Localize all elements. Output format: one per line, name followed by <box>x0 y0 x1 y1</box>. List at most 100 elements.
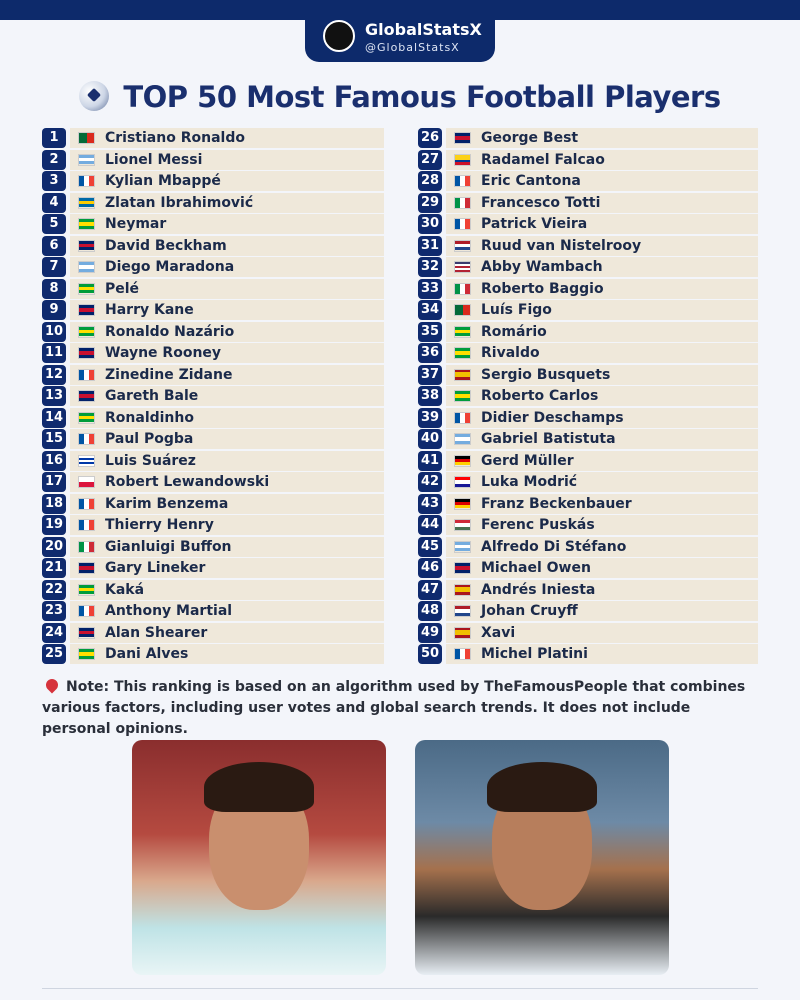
flag <box>454 325 471 338</box>
flag <box>78 519 95 531</box>
flag-stripe <box>455 133 470 137</box>
player-name: Franz Beckenbauer <box>481 495 632 512</box>
hair <box>204 762 314 812</box>
player-name: Luka Modrić <box>481 474 578 490</box>
player-name: Radamel Falcao <box>481 151 605 168</box>
player-name: Harry Kane <box>105 302 194 318</box>
player-row: 12 Zinedine Zidane <box>42 364 384 385</box>
player-row: 42 Luka Modrić <box>418 472 758 492</box>
flag-stripe <box>455 544 470 549</box>
player-name: Michael Owen <box>481 560 591 576</box>
flag-stripe <box>465 283 470 294</box>
flag-stripe <box>79 240 94 244</box>
flag-stripe <box>460 197 465 208</box>
rank: 1 <box>42 128 66 148</box>
flag-stripe <box>79 652 94 656</box>
player-row: 19 Thierry Henry <box>42 515 384 535</box>
flag-stripe <box>79 627 94 631</box>
flag-stripe <box>455 480 470 484</box>
flag-stripe <box>455 609 470 613</box>
flag-stripe <box>465 176 470 186</box>
player-name: Paul Pogba <box>105 431 194 447</box>
player-name: Gerd Müller <box>481 452 574 469</box>
flag <box>78 540 95 553</box>
player-row: 27 Radamel Falcao <box>418 149 758 170</box>
row-background <box>446 364 758 385</box>
row-background <box>446 579 758 600</box>
rank: 41 <box>418 450 442 471</box>
flag-stripe <box>455 566 470 570</box>
flag-stripe <box>455 606 470 610</box>
player-row: 30 Patrick Vieira <box>418 214 758 234</box>
flag-stripe <box>79 351 94 355</box>
flag-stripe <box>455 477 470 481</box>
player-name: Patrick Vieira <box>481 216 588 232</box>
ball-icon <box>79 81 110 111</box>
player-row: 39 Didier Deschamps <box>418 407 758 428</box>
flag-stripe <box>465 197 470 208</box>
flag <box>454 390 471 402</box>
player-name: Eric Cantona <box>481 173 581 189</box>
rank: 48 <box>418 601 442 621</box>
flag-stripe <box>455 262 470 264</box>
flag-stripe <box>455 563 470 567</box>
flag <box>454 605 471 617</box>
row-background <box>70 450 384 471</box>
flag-stripe <box>455 630 470 633</box>
player-name: Alan Shearer <box>105 624 208 641</box>
player-row: 21 Gary Lineker <box>42 558 384 578</box>
flag <box>78 196 95 209</box>
title: TOP 50 Most Famous Football Players <box>123 80 721 114</box>
rank: 8 <box>42 278 66 299</box>
flag-stripe <box>79 308 94 312</box>
player-row: 14 Ronaldinho <box>42 407 384 428</box>
player-name: Sergio Busquets <box>481 366 611 383</box>
flag <box>78 218 95 230</box>
player-name: Neymar <box>105 216 167 232</box>
flag-stripe <box>455 333 470 337</box>
row-background <box>446 515 758 535</box>
flag-stripe <box>455 372 470 375</box>
hair <box>487 762 597 812</box>
rank: 50 <box>418 644 442 664</box>
title-row: TOP 50 Most Famous Football Players <box>0 80 800 114</box>
player-name: Kaká <box>105 581 145 598</box>
row-background <box>70 493 384 514</box>
flag-stripe <box>79 326 94 330</box>
flag <box>78 562 95 574</box>
logo <box>323 20 355 52</box>
flag-stripe <box>455 283 460 294</box>
flag-stripe <box>79 477 94 482</box>
row-background <box>446 622 758 643</box>
flag <box>78 497 95 510</box>
flag-stripe <box>84 606 89 616</box>
flag-stripe <box>455 154 470 157</box>
player-row: 47 Andrés Iniesta <box>418 579 758 600</box>
player-name: Rivaldo <box>481 345 540 361</box>
flag-stripe <box>455 412 460 423</box>
player-row: 20 Gianluigi Buffon <box>42 536 384 557</box>
flag-stripe <box>84 176 89 186</box>
flag <box>454 411 471 424</box>
rank: 11 <box>42 343 66 363</box>
flag-stripe <box>79 649 94 653</box>
flag <box>78 175 95 187</box>
player-name: Johan Cruyff <box>481 603 578 619</box>
player-row: 9 Harry Kane <box>42 300 384 320</box>
rank: 29 <box>418 192 442 213</box>
rank: 20 <box>42 536 66 557</box>
flag-stripe <box>79 247 94 251</box>
rank: 23 <box>42 601 66 621</box>
flag-stripe <box>455 455 470 459</box>
handle: @GlobalStatsX <box>365 41 460 54</box>
flag <box>454 239 471 252</box>
flag-stripe <box>79 655 94 659</box>
row-background <box>70 257 384 277</box>
flag <box>78 261 95 273</box>
flag-stripe <box>89 541 94 552</box>
row-background <box>70 515 384 535</box>
row-background <box>70 192 384 213</box>
flag <box>454 626 471 639</box>
flag <box>78 153 95 166</box>
row-background <box>446 536 758 557</box>
